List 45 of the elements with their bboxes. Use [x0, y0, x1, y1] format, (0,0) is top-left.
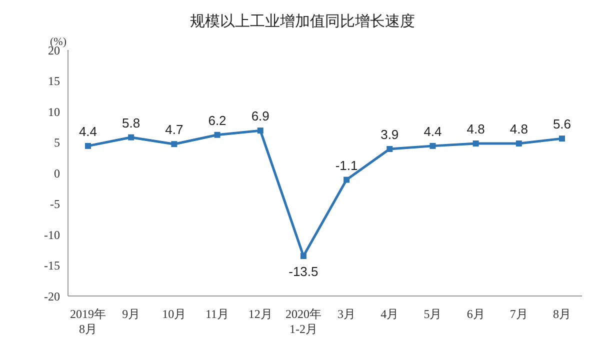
x-tick-label: 4月: [380, 307, 399, 321]
y-tick-label: -5: [50, 197, 60, 212]
x-tick-label: 9月: [122, 307, 140, 321]
x-tick-label: 3月: [338, 307, 356, 321]
point: [430, 142, 436, 149]
point: [257, 128, 264, 134]
x-tick-label: 2019年 8月: [70, 307, 106, 336]
point: [171, 141, 178, 148]
x-tick-label: 5月: [424, 307, 442, 321]
y-tick-label: 15: [48, 74, 60, 88]
y-tick-label: -10: [44, 228, 60, 242]
point: [214, 132, 220, 138]
data-label: 4.7: [165, 122, 184, 138]
data-label: 4.8: [466, 121, 485, 136]
point: [85, 142, 91, 149]
x-tick-label: 7月: [510, 307, 528, 321]
data-label: 3.9: [380, 127, 399, 142]
y-tick-label: -20: [44, 289, 60, 304]
x-tick-label: 2020年 1-2月: [285, 307, 322, 336]
x-tick-label: 8月: [553, 307, 571, 321]
chart-title: 规模以上工业增加值同比增长速度: [189, 12, 416, 31]
data-label: -1.1: [335, 158, 358, 173]
x-tick-label: 11月: [205, 307, 230, 321]
data-label: 5.6: [552, 116, 572, 132]
data-label: 6.2: [208, 112, 226, 128]
y-tick-label: 5: [54, 136, 60, 150]
data-label: 5.8: [122, 115, 140, 130]
point: [128, 134, 134, 140]
point: [472, 140, 479, 146]
data-label: 4.4: [78, 124, 98, 139]
point: [386, 146, 393, 152]
x-tick-label: 10月: [162, 307, 186, 321]
point: [559, 136, 565, 142]
y-tick-label: -15: [44, 258, 60, 273]
data-label: 4.8: [510, 121, 528, 136]
x-tick-label: 12月: [248, 307, 272, 321]
point: [516, 140, 522, 146]
data-label: -13.5: [288, 264, 318, 280]
x-tick-label: 6月: [466, 307, 485, 321]
y-tick-label: 0: [54, 166, 60, 180]
data-label: 4.4: [424, 124, 442, 139]
point: [300, 253, 306, 260]
point: [344, 176, 350, 183]
data-label: 6.9: [251, 108, 270, 124]
y-tick-label: 10: [48, 104, 60, 119]
